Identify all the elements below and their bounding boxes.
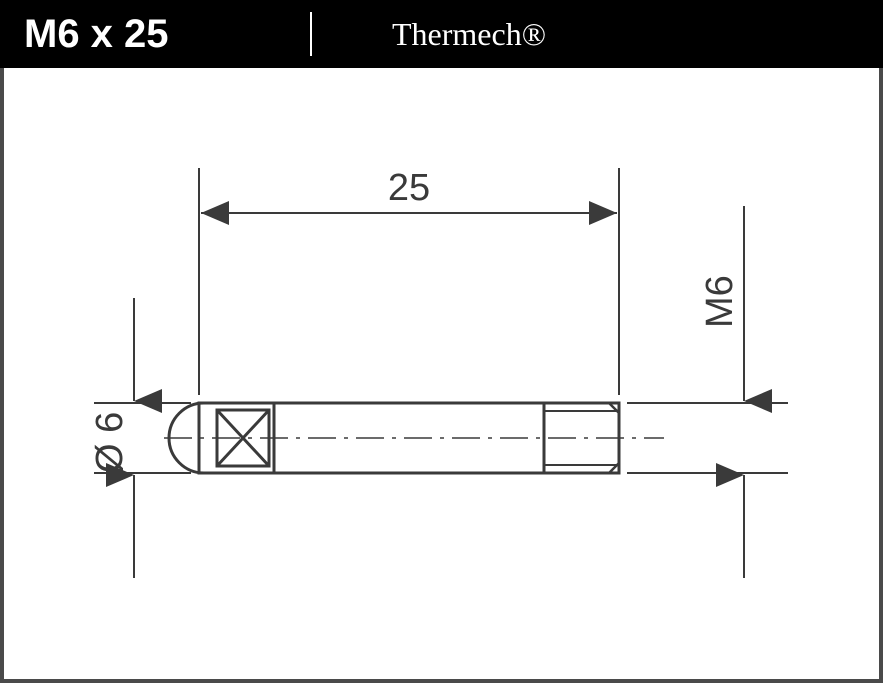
header-bar: M6 x 25 Thermech® <box>0 0 883 68</box>
brand-label: Thermech® <box>312 16 546 53</box>
container: M6 x 25 Thermech® <box>0 0 883 683</box>
dim-thread: M6 <box>627 206 788 578</box>
dim-length-text: 25 <box>388 167 430 209</box>
drawing-area: 25 Ø 6 M6 <box>0 68 883 683</box>
dim-thread-text: M6 <box>699 275 741 328</box>
dim-length: 25 <box>199 167 619 395</box>
technical-drawing: 25 Ø 6 M6 <box>4 68 879 679</box>
part-label: M6 x 25 <box>0 12 310 57</box>
dim-diameter-text: Ø 6 <box>89 412 131 473</box>
